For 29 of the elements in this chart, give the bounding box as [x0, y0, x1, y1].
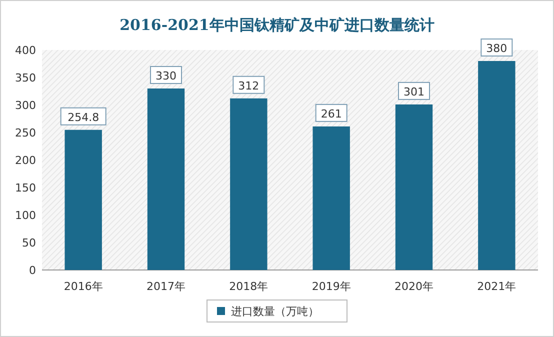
y-tick-label: 350 [15, 72, 36, 84]
data-label: 380 [486, 42, 508, 55]
bar [230, 98, 268, 270]
chart-title: 2016-2021年中国钛精矿及中矿进口数量统计 [120, 16, 434, 34]
x-tick-label: 2018年 [229, 280, 268, 293]
bar [312, 126, 350, 270]
y-tick-label: 0 [29, 264, 36, 277]
bar [64, 130, 102, 270]
data-label: 301 [404, 85, 424, 98]
y-tick-label: 300 [15, 99, 36, 112]
data-label: 330 [156, 70, 176, 82]
x-tick-label: 2017年 [146, 280, 186, 293]
y-tick-label: 50 [22, 236, 36, 250]
x-tick-label: 2020年 [394, 280, 434, 293]
data-label: 254.8 [68, 110, 100, 124]
x-tick-label: 2019年 [312, 280, 351, 293]
y-tick-label: 150 [15, 182, 36, 194]
data-label: 312 [238, 79, 260, 92]
data-label: 261 [320, 107, 342, 120]
bar [147, 88, 185, 270]
y-tick-label: 100 [15, 209, 36, 222]
bar [478, 61, 516, 270]
x-tick-label: 2016年 [64, 280, 103, 293]
legend-label: 进口数量（万吨） [231, 305, 319, 318]
y-tick-label: 400 [15, 44, 36, 57]
y-tick-label: 200 [15, 154, 36, 167]
x-tick-label: 2021年 [477, 280, 516, 293]
bar [395, 104, 433, 270]
y-tick-label: 250 [15, 126, 36, 140]
